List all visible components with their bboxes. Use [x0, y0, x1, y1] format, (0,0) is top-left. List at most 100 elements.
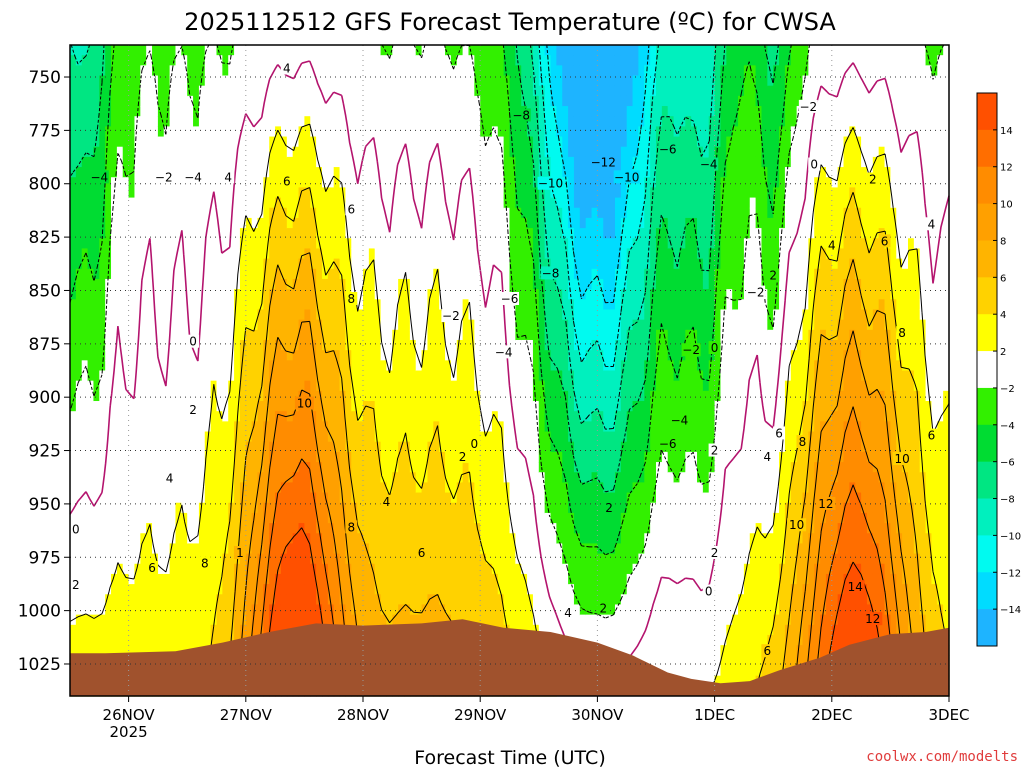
temperature-cell: [275, 543, 282, 555]
temperature-cell: [333, 65, 341, 77]
temperature-cell: [462, 95, 470, 107]
temperature-cell: [251, 421, 259, 433]
temperature-cell: [298, 156, 305, 168]
temperature-cell: [386, 401, 393, 412]
temperature-cell: [321, 207, 329, 219]
temperature-cell: [111, 238, 118, 250]
temperature-cell: [468, 472, 475, 483]
temperature-cell: [398, 462, 405, 473]
temperature-cell: [404, 502, 411, 514]
temperature-cell: [421, 411, 429, 422]
temperature-cell: [450, 146, 458, 158]
temperature-cell: [111, 634, 118, 646]
temperature-cell: [439, 217, 446, 229]
temperature-cell: [111, 177, 118, 188]
temperature-cell: [427, 278, 434, 290]
temperature-cell: [474, 55, 481, 66]
temperature-cell: [386, 604, 393, 616]
temperature-cell: [445, 136, 452, 148]
temperature-cell: [146, 462, 153, 473]
temperature-cell: [327, 350, 335, 361]
temperature-cell: [486, 563, 493, 575]
temperature-cell: [93, 207, 100, 219]
temperature-cell: [181, 55, 188, 66]
temperature-cell: [415, 136, 423, 148]
temperature-cell: [439, 441, 446, 453]
temperature-cell: [198, 411, 206, 422]
temperature-cell: [433, 156, 440, 168]
temperature-cell: [509, 217, 516, 229]
temperature-cell: [116, 278, 124, 290]
temperature-cell: [497, 55, 505, 66]
temperature-cell: [468, 258, 475, 270]
temperature-cell: [474, 411, 481, 422]
temperature-cell: [251, 462, 259, 473]
temperature-cell: [193, 65, 200, 77]
temperature-cell: [257, 65, 264, 77]
temperature-cell: [404, 512, 411, 524]
temperature-cell: [99, 187, 106, 199]
temperature-cell: [351, 228, 358, 239]
temperature-cell: [116, 482, 124, 494]
temperature-cell: [187, 614, 194, 626]
temperature-cell: [450, 451, 458, 463]
temperature-cell: [415, 350, 423, 361]
temperature-cell: [304, 604, 311, 616]
temperature-cell: [122, 156, 130, 168]
temperature-cell: [198, 634, 206, 646]
temperature-cell: [345, 401, 352, 412]
temperature-cell: [415, 238, 423, 250]
temperature-cell: [210, 604, 218, 616]
temperature-cell: [181, 624, 188, 636]
temperature-cell: [81, 289, 89, 300]
temperature-cell: [480, 380, 487, 392]
temperature-cell: [345, 217, 352, 229]
temperature-cell: [497, 309, 505, 321]
temperature-cell: [105, 512, 112, 524]
temperature-cell: [316, 95, 323, 107]
temperature-cell: [427, 563, 434, 575]
temperature-cell: [222, 187, 229, 199]
temperature-cell: [374, 319, 382, 331]
temperature-cell: [169, 156, 177, 168]
temperature-cell: [193, 634, 200, 646]
temperature-cell: [339, 258, 347, 270]
temperature-cell: [392, 614, 399, 626]
temperature-cell: [257, 512, 264, 524]
temperature-cell: [87, 55, 95, 66]
temperature-cell: [398, 45, 405, 56]
temperature-cell: [392, 339, 399, 351]
temperature-cell: [333, 360, 341, 372]
temperature-cell: [187, 228, 194, 239]
temperature-cell: [175, 441, 182, 453]
temperature-cell: [81, 177, 89, 188]
temperature-cell: [421, 278, 429, 290]
temperature-cell: [439, 350, 446, 361]
temperature-cell: [404, 258, 411, 270]
temperature-cell: [169, 187, 177, 199]
temperature-cell: [316, 75, 323, 87]
temperature-cell: [204, 512, 212, 524]
temperature-cell: [497, 146, 505, 158]
temperature-cell: [257, 370, 264, 382]
temperature-cell: [251, 85, 259, 97]
temperature-cell: [169, 512, 177, 524]
temperature-cell: [75, 228, 83, 239]
temperature-cell: [140, 634, 147, 646]
temperature-cell: [468, 573, 475, 585]
temperature-cell: [210, 95, 218, 107]
temperature-cell: [181, 45, 188, 56]
temperature-cell: [491, 492, 499, 504]
temperature-cell: [93, 187, 100, 199]
temperature-cell: [116, 411, 124, 422]
temperature-cell: [415, 482, 423, 494]
temperature-cell: [275, 309, 282, 321]
temperature-cell: [116, 299, 124, 311]
temperature-cell: [234, 401, 241, 412]
temperature-cell: [140, 248, 147, 260]
temperature-cell: [210, 238, 218, 250]
temperature-cell: [474, 75, 481, 87]
temperature-cell: [87, 65, 95, 77]
temperature-cell: [321, 228, 329, 239]
temperature-cell: [257, 350, 264, 361]
